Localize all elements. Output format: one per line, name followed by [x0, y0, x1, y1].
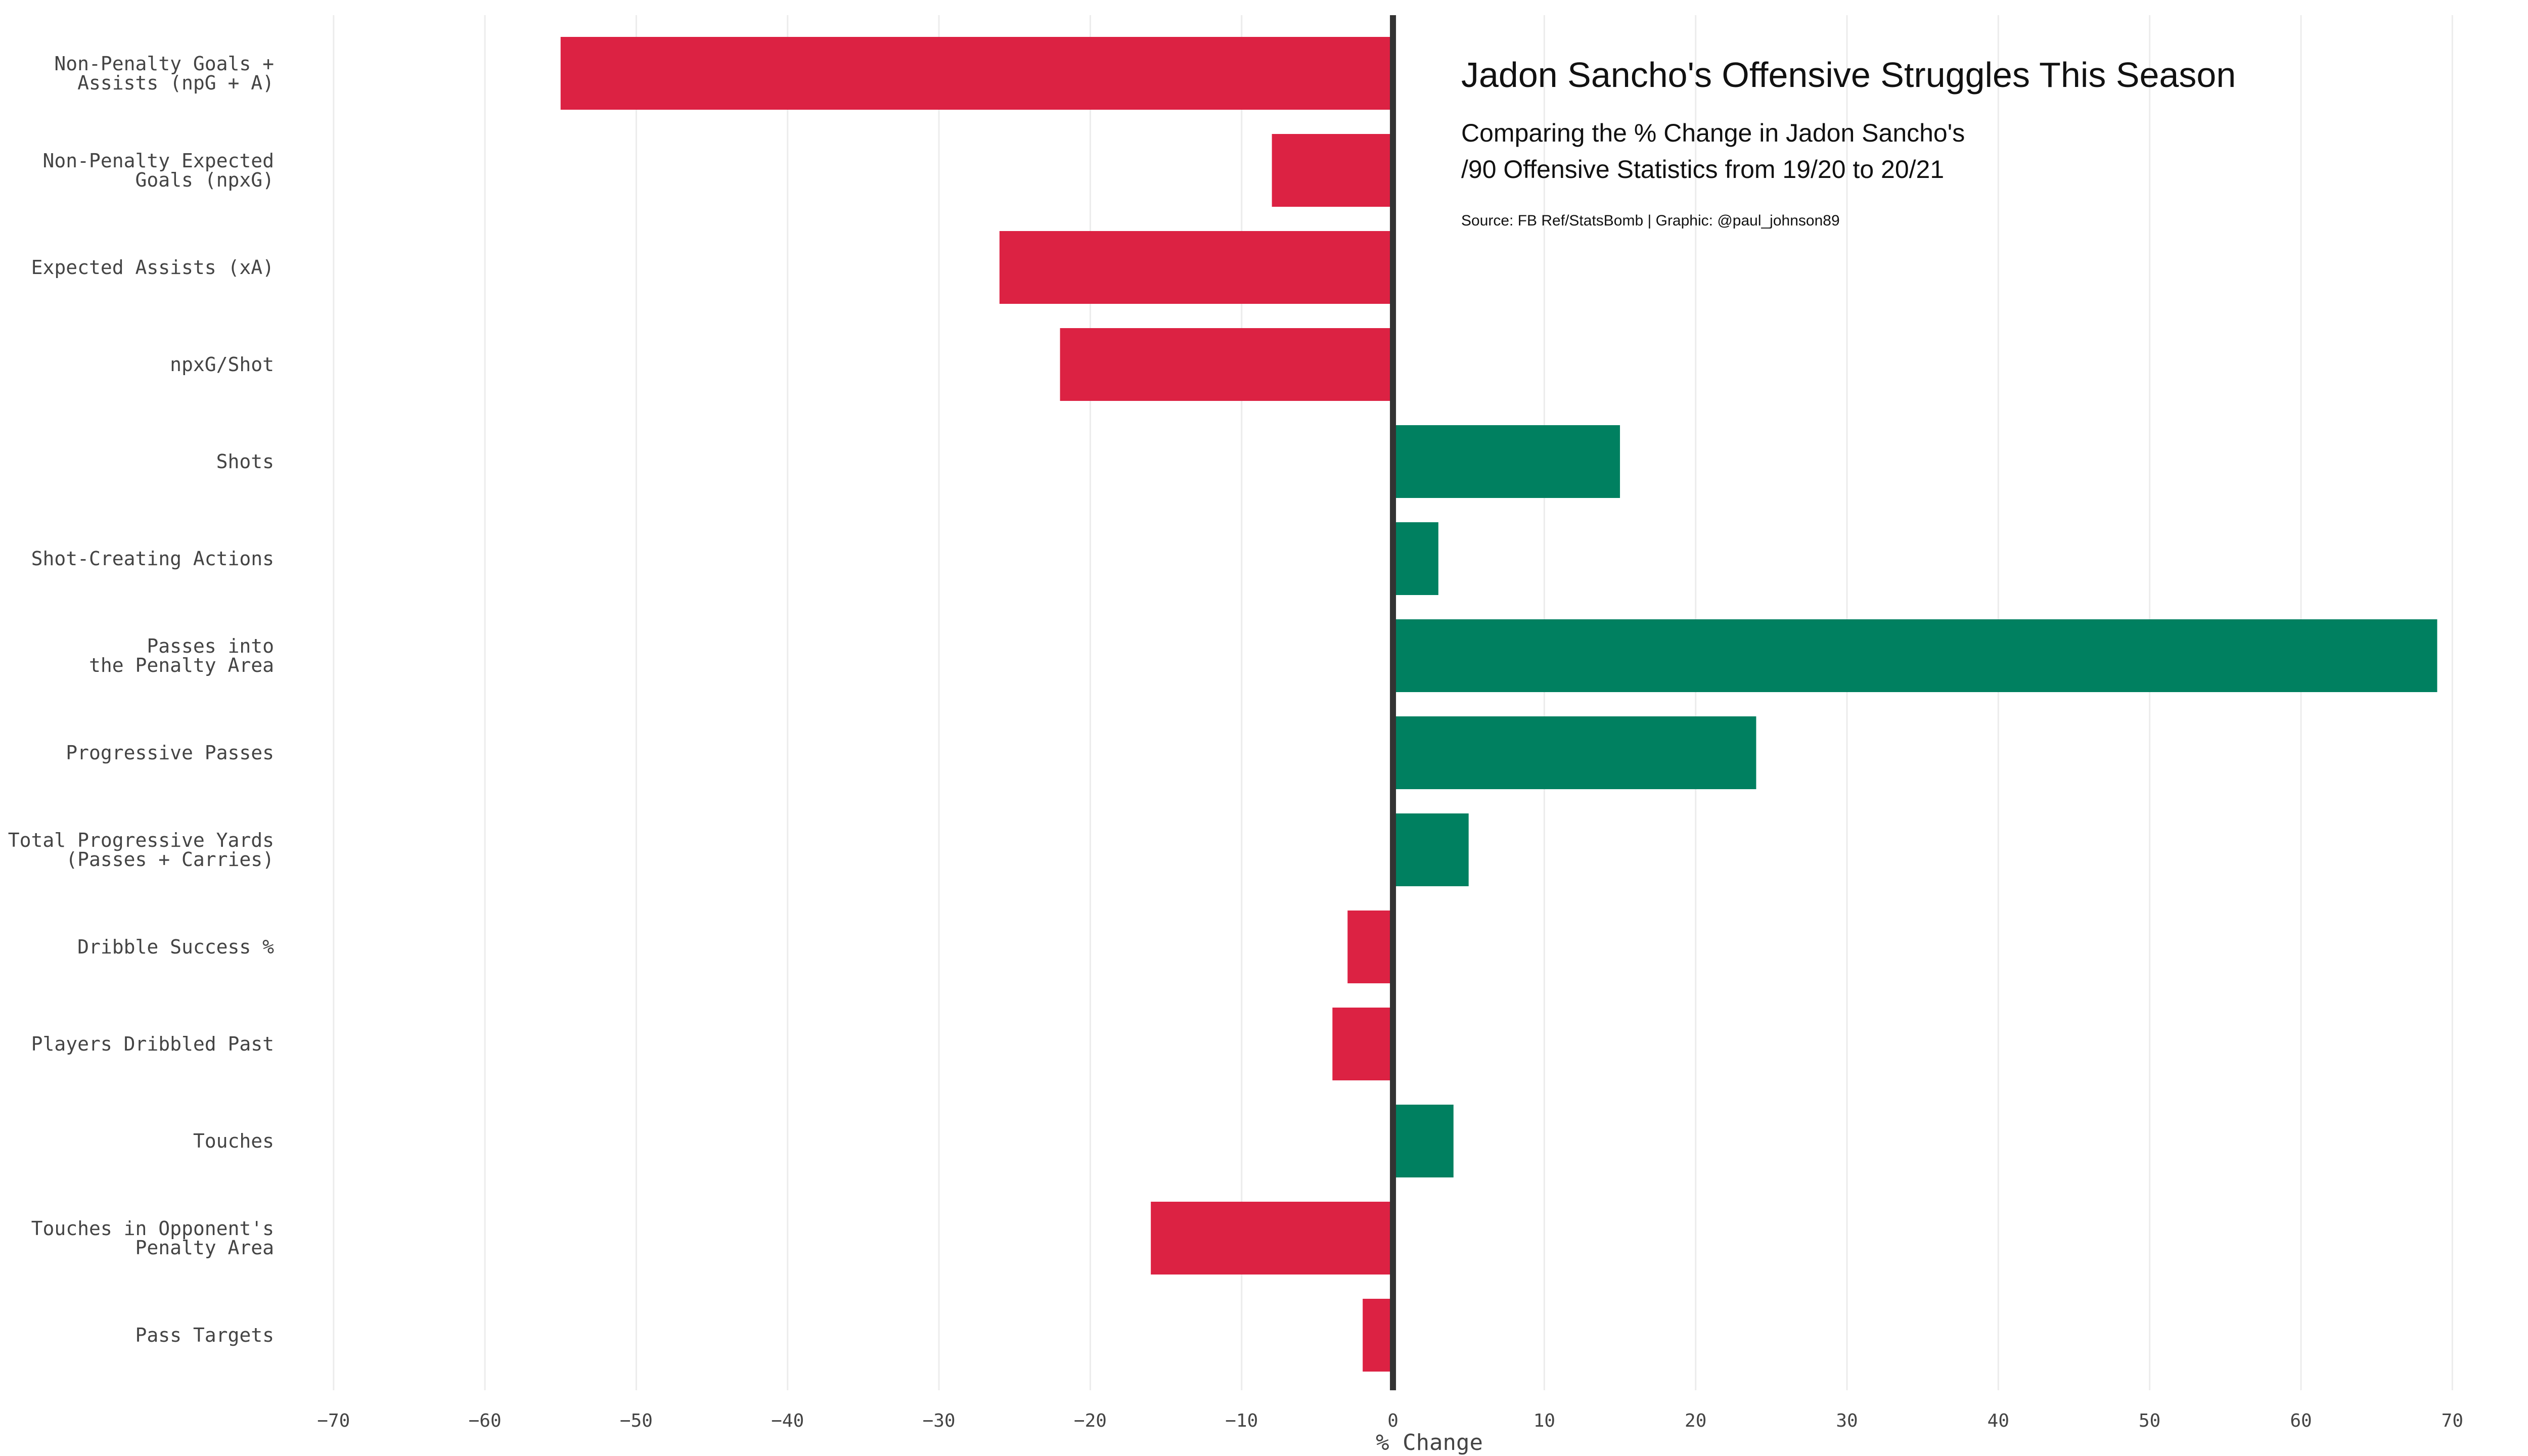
x-tick-label: 40: [1988, 1410, 2009, 1431]
chart-title: Jadon Sancho's Offensive Struggles This …: [1461, 55, 2236, 95]
category-label: Passes into the Penalty Area: [89, 635, 274, 676]
category-label: Pass Targets: [135, 1324, 274, 1346]
bar: [1393, 619, 2437, 692]
category-label: Touches in Opponent's Penalty Area: [31, 1217, 274, 1259]
category-label: Shots: [216, 450, 274, 473]
x-tick-label: 70: [2442, 1410, 2463, 1431]
x-tick-label: 20: [1685, 1410, 1706, 1431]
chart-subtitle-line-2: /90 Offensive Statistics from 19/20 to 2…: [1461, 155, 1944, 184]
x-tick-label: 30: [1836, 1410, 1858, 1431]
chart-source: Source: FB Ref/StatsBomb | Graphic: @pau…: [1461, 212, 1840, 229]
bar: [1393, 1105, 1454, 1177]
bar: [561, 37, 1393, 110]
bars: [561, 37, 2437, 1372]
x-tick-label: −60: [469, 1410, 502, 1431]
category-label: Dribble Success %: [77, 936, 274, 958]
category-label: Progressive Passes: [66, 742, 274, 764]
bar: [1393, 716, 1756, 789]
bar: [1151, 1202, 1393, 1275]
x-tick-label: 0: [1387, 1410, 1398, 1431]
category-label: Touches: [193, 1130, 274, 1152]
bar: [1347, 911, 1393, 983]
category-label: Expected Assists (xA): [31, 256, 274, 279]
bar: [1272, 134, 1393, 207]
x-tick-label: −40: [771, 1410, 804, 1431]
x-tick-label: −70: [317, 1410, 350, 1431]
category-label: npxG/Shot: [170, 353, 274, 376]
x-tick-label: 10: [1533, 1410, 1555, 1431]
bar: [1393, 813, 1469, 886]
x-tick-label: 60: [2290, 1410, 2312, 1431]
x-tick-label: −30: [923, 1410, 956, 1431]
category-label: Total Progressive Yards (Passes + Carries…: [8, 829, 274, 871]
bar: [1332, 1008, 1393, 1080]
x-axis-title: % Change: [1376, 1430, 1483, 1455]
category-label: Shot-Creating Actions: [31, 548, 274, 570]
category-label: Non-Penalty Expected Goals (npxG): [42, 150, 274, 191]
bar: [1393, 522, 1438, 595]
bar: [1393, 425, 1620, 498]
chart-subtitle-line-1: Comparing the % Change in Jadon Sancho's: [1461, 119, 1965, 147]
category-labels: Non-Penalty Goals + Assists (npG + A) Non-…: [8, 53, 274, 1346]
x-tick-label: −10: [1225, 1410, 1258, 1431]
x-tick-label: −20: [1074, 1410, 1107, 1431]
category-label: Non-Penalty Goals + Assists (npG + A): [54, 53, 274, 94]
x-tick-label: 50: [2139, 1410, 2160, 1431]
category-label: Players Dribbled Past: [31, 1033, 274, 1055]
bar: [1000, 231, 1393, 304]
bar: [1060, 328, 1393, 401]
x-tick-label: −50: [620, 1410, 653, 1431]
x-tick-labels: −70 −60 −50 −40 −30 −20 −10 0 10 20 30 40 50 60 70: [317, 1410, 2463, 1431]
bar: [1363, 1299, 1393, 1372]
